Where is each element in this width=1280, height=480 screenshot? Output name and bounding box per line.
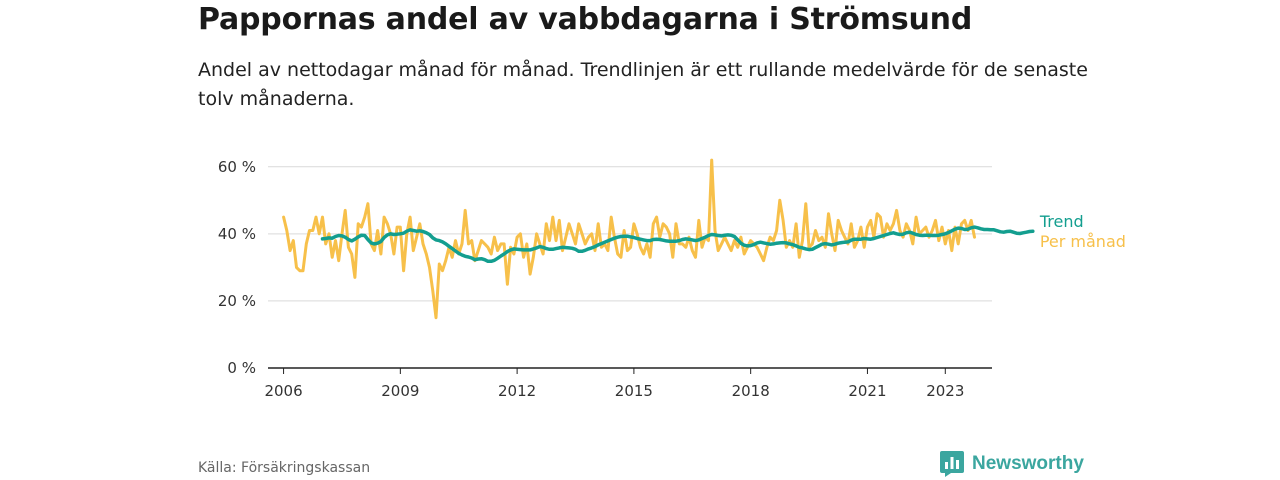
axes: 0 % 20 % 40 % 60 % 2006 2009 2012 2015 2018 2021 2… [218, 158, 992, 400]
brand-logo: Newsworthy [940, 451, 1084, 477]
x-tick-label: 2018 [732, 382, 770, 400]
monthly-series-line [282, 158, 976, 320]
brand-name: Newsworthy [972, 453, 1084, 474]
chart-title: Pappornas andel av vabbdagarna i Strömsu… [198, 2, 973, 37]
x-tick-label: 2023 [926, 382, 964, 400]
x-tick-label: 2012 [498, 382, 536, 400]
y-tick-label: 20 % [218, 292, 256, 310]
x-tick-label: 2009 [381, 382, 419, 400]
chart-subtitle: Andel av nettodagar månad för månad. Tre… [198, 59, 1088, 110]
x-tick-label: 2021 [848, 382, 886, 400]
y-tick-label: 0 % [227, 359, 256, 377]
trend-series-line [320, 225, 1035, 264]
series-lines [282, 158, 1035, 320]
x-tick-label: 2006 [264, 382, 302, 400]
y-tick-label: 60 % [218, 158, 256, 176]
newsworthy-logo-icon [940, 451, 964, 477]
legend-label-monthly: Per månad [1040, 232, 1126, 251]
y-tick-label: 40 % [218, 225, 256, 243]
x-tick-label: 2015 [615, 382, 653, 400]
source-note: Källa: Försäkringskassan [198, 460, 371, 476]
legend-label-trend: Trend [1039, 212, 1084, 231]
